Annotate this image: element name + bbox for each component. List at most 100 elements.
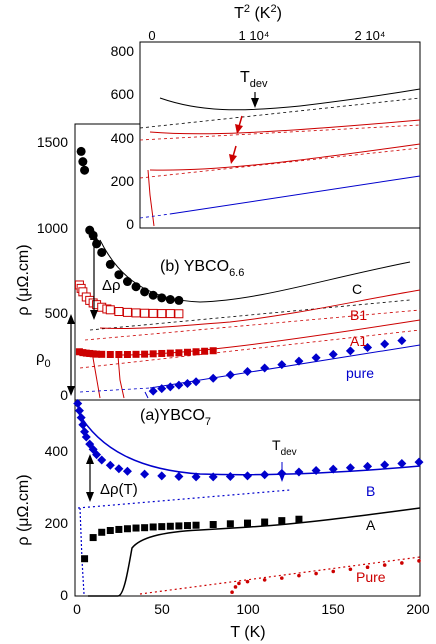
panel-a-pure-point-3 xyxy=(245,579,250,584)
panel-b-fit-c xyxy=(99,239,411,303)
panel-a-pure-point-13 xyxy=(417,559,421,563)
panel-b-pure-point-8 xyxy=(243,366,252,376)
panel-a-a-point-14 xyxy=(209,521,217,529)
panel-b-c-point-8 xyxy=(114,270,124,280)
panel-a-pure-point-6 xyxy=(297,573,301,578)
panel-b-ytick-500: 500 xyxy=(45,305,69,321)
panel-b-a1-point-6 xyxy=(98,350,106,358)
chart-marks xyxy=(73,146,424,595)
inset-xlabel-unit-sup: 2 xyxy=(270,3,276,15)
inset-drop-a1 xyxy=(147,169,155,227)
panel-a-b-point-16 xyxy=(191,472,201,482)
panel-b-a1-point-18 xyxy=(201,347,209,355)
panel-a-label-a: A xyxy=(366,517,376,533)
panel-a-pure-point-11 xyxy=(382,563,387,567)
panel-a-fit-b xyxy=(77,411,421,476)
panel-a-pure-point-2 xyxy=(237,581,241,586)
panel-b-pure-point-3 xyxy=(174,380,184,390)
panel-b-a1-point-5 xyxy=(93,350,101,358)
inset-xlabel-sup: 2 xyxy=(244,3,250,15)
panel-a-xtick-100: 100 xyxy=(236,601,260,617)
panel-b-label-pure: pure xyxy=(346,365,374,381)
panel-b-a1-point-8 xyxy=(115,351,123,359)
panel-a-b-point-20 xyxy=(260,470,270,480)
panel-a-a-point-6 xyxy=(132,524,140,532)
panel-a-a-point-16 xyxy=(244,519,251,527)
panel-a-a-point-8 xyxy=(149,523,157,531)
panel-a-ylabel: ρ (μΩ.cm) xyxy=(15,474,32,545)
panel-b-ytick-0: 0 xyxy=(60,387,68,403)
inset-frame xyxy=(139,41,421,229)
panel-b-c-point-11 xyxy=(140,287,150,297)
panel-a-a-point-9 xyxy=(158,523,166,531)
panel-a-pure-point-4 xyxy=(262,578,267,582)
panel-a-label-b: B xyxy=(366,483,375,499)
panel-b-fit-a1 xyxy=(119,319,421,356)
panel-a-a-point-1 xyxy=(89,534,97,542)
inset-ytick-600: 600 xyxy=(111,86,135,102)
panel-a-a-point-5 xyxy=(123,525,131,533)
panel-a-b-point-9 xyxy=(97,455,107,465)
annotations: Δρ ρ0 C B1 A1 pure Tdev Δρ(T) Tdev B A P… xyxy=(36,69,386,585)
panel-a-b-point-26 xyxy=(363,461,373,471)
panel-a-delta-rho-label: Δρ(T) xyxy=(100,481,138,498)
panel-a-b-point-29 xyxy=(414,457,424,467)
panel-a-b-point-15 xyxy=(174,472,184,482)
panel-b-a1-point-10 xyxy=(132,350,140,358)
panel-a-xtick-0: 0 xyxy=(73,601,81,617)
inset-tdev-arrowhead xyxy=(251,98,259,108)
panel-a-pure-point-5 xyxy=(280,576,284,580)
panel-b-pure-point-13 xyxy=(328,349,338,359)
panel-b-rho0-main: ρ xyxy=(36,349,45,366)
panel-a-pure-point-8 xyxy=(331,569,336,574)
panel-a-a-point-0 xyxy=(81,555,89,563)
panel-a-a-point-4 xyxy=(115,525,123,533)
panel-b-b1-point-16 xyxy=(165,309,175,319)
panel-b-label-b1: B1 xyxy=(350,307,367,323)
panel-b-pure-point-15 xyxy=(363,342,373,352)
panel-a: 0 200 400 0 50 100 150 200 T (K) ρ (μΩ.c… xyxy=(15,399,430,641)
inset-fit-pure xyxy=(169,175,421,215)
panel-a-b-point-17 xyxy=(208,472,218,482)
panel-b-a1-point-15 xyxy=(175,349,183,357)
panel-a-ytick-200: 200 xyxy=(45,515,69,531)
panel-b-drop-a1-2 xyxy=(117,355,125,399)
panel-a-xlabel: T (K) xyxy=(230,624,265,641)
panel-a-a-point-3 xyxy=(106,527,114,535)
panel-b-c-point-10 xyxy=(131,282,141,292)
panel-b-fit-b1-dashed xyxy=(84,309,421,341)
panel-b-c-point-13 xyxy=(157,293,167,303)
panel-a-b-point-14 xyxy=(157,471,167,481)
panel-b-c-point-7 xyxy=(105,259,115,269)
panel-b-ylabel: ρ (μΩ.cm) xyxy=(15,244,32,315)
panel-a-b-point-18 xyxy=(225,472,235,482)
panel-b-pure-point-2 xyxy=(165,382,175,392)
panel-a-title: (a)YBCO7 xyxy=(140,407,211,428)
panel-b-a1-point-14 xyxy=(166,349,174,357)
panel-b-pure-point-7 xyxy=(225,370,235,380)
panel-a-b-point-13 xyxy=(140,469,150,479)
panel-a-tdev-main: T xyxy=(272,437,281,453)
panel-b-pure-point-6 xyxy=(208,373,218,383)
panel-a-b-point-27 xyxy=(380,460,390,470)
panel-b-c-point-2 xyxy=(80,165,90,175)
panel-b-c-point-1 xyxy=(78,157,88,167)
panel-b-ytick-1000: 1000 xyxy=(37,220,68,236)
panel-b-a1-point-9 xyxy=(123,351,131,359)
panel-a-pure-point-0 xyxy=(230,590,234,595)
panel-b-c-point-12 xyxy=(148,290,158,300)
panel-b-c-point-14 xyxy=(165,295,175,305)
panel-a-ytick-400: 400 xyxy=(45,443,69,459)
panel-b-ytick-1500: 1500 xyxy=(37,134,68,150)
panel-b-title: (b) YBCO6.6 xyxy=(160,258,244,279)
inset-red-arrowhead-1 xyxy=(235,124,243,134)
panel-b-pure-point-11 xyxy=(294,356,304,366)
panel-b-b1-point-9 xyxy=(105,305,115,315)
panel-b-c-point-15 xyxy=(174,295,184,305)
inset-xtick-2e4: 2 10⁴ xyxy=(355,28,386,43)
panel-b-b1-point-14 xyxy=(148,308,158,318)
panel-b-pure-point-0 xyxy=(148,386,158,396)
panel-a-tdev-sub: dev xyxy=(281,447,297,458)
panel-b-label-a1: A1 xyxy=(350,333,367,349)
